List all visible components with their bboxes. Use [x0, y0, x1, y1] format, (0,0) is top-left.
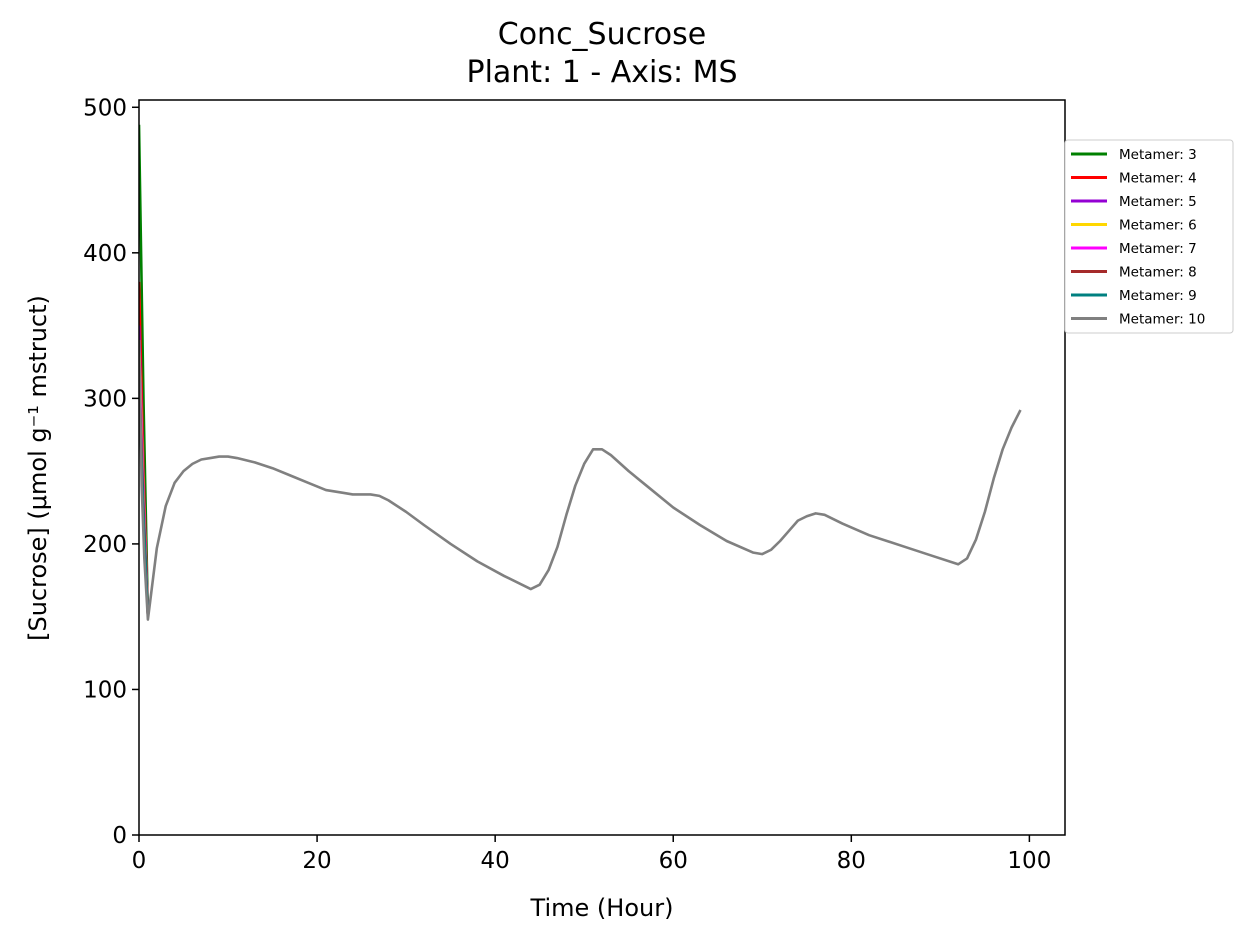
chart-title: Conc_Sucrose [498, 17, 706, 52]
series-line-8 [139, 340, 1022, 621]
y-tick-label: 500 [83, 95, 127, 121]
legend-label: Metamer: 3 [1119, 147, 1197, 163]
x-tick-label: 80 [837, 848, 866, 874]
x-tick-label: 100 [1007, 848, 1051, 874]
y-tick-label: 0 [112, 823, 127, 849]
legend-box [1064, 139, 1234, 334]
legend-label: Metamer: 9 [1119, 288, 1197, 304]
legend-label: Metamer: 7 [1119, 241, 1197, 257]
legend-label: Metamer: 10 [1119, 312, 1205, 328]
legend-label: Metamer: 6 [1119, 218, 1197, 234]
y-tick-label: 400 [83, 241, 127, 267]
x-tick-label: 40 [481, 848, 510, 874]
x-tick-label: 60 [659, 848, 688, 874]
y-tick-label: 300 [83, 386, 127, 412]
x-axis-label: Time (Hour) [530, 894, 674, 922]
legend-label: Metamer: 4 [1119, 171, 1197, 187]
chart-subtitle: Plant: 1 - Axis: MS [466, 55, 737, 90]
legend-label: Metamer: 5 [1119, 194, 1197, 210]
x-axis: 0 20 40 60 80 100 [132, 835, 1051, 874]
legend: Metamer: 3 Metamer: 4 Metamer: 5 Metamer: 6… [1064, 139, 1234, 334]
legend-label: Metamer: 8 [1119, 265, 1197, 281]
x-tick-label: 0 [132, 848, 147, 874]
y-tick-label: 100 [83, 677, 127, 703]
y-axis: 0 100 200 300 400 500 [83, 95, 139, 849]
x-tick-label: 20 [302, 848, 331, 874]
plot-frame [138, 99, 1066, 836]
y-axis-label: [Sucrose] (μmol g⁻¹ mstruct) [24, 295, 52, 641]
y-tick-label: 200 [83, 532, 127, 558]
